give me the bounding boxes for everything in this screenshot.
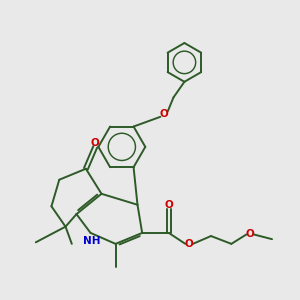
Text: O: O [91, 138, 100, 148]
Text: O: O [160, 109, 169, 119]
Text: O: O [246, 230, 254, 239]
Text: NH: NH [83, 236, 101, 246]
Text: O: O [185, 239, 194, 249]
Text: O: O [164, 200, 173, 210]
